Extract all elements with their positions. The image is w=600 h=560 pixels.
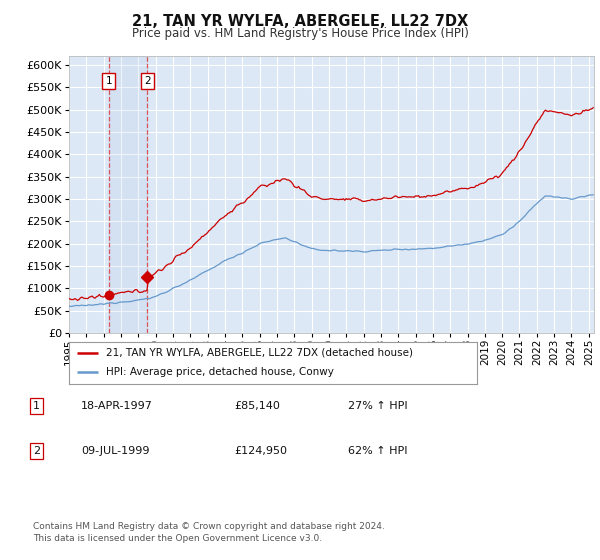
Text: 18-APR-1997: 18-APR-1997 <box>81 401 153 411</box>
Text: £85,140: £85,140 <box>234 401 280 411</box>
Text: Price paid vs. HM Land Registry's House Price Index (HPI): Price paid vs. HM Land Registry's House … <box>131 27 469 40</box>
Text: HPI: Average price, detached house, Conwy: HPI: Average price, detached house, Conw… <box>106 367 334 377</box>
Text: 2: 2 <box>144 76 151 86</box>
Text: 09-JUL-1999: 09-JUL-1999 <box>81 446 149 456</box>
Text: 27% ↑ HPI: 27% ↑ HPI <box>348 401 407 411</box>
Text: Contains HM Land Registry data © Crown copyright and database right 2024.
This d: Contains HM Land Registry data © Crown c… <box>33 522 385 543</box>
Text: 1: 1 <box>33 401 40 411</box>
Bar <box>109 56 148 333</box>
Text: 21, TAN YR WYLFA, ABERGELE, LL22 7DX: 21, TAN YR WYLFA, ABERGELE, LL22 7DX <box>132 14 468 29</box>
Text: 2: 2 <box>33 446 40 456</box>
Text: 62% ↑ HPI: 62% ↑ HPI <box>348 446 407 456</box>
Text: £124,950: £124,950 <box>234 446 287 456</box>
Text: 1: 1 <box>106 76 112 86</box>
Text: 21, TAN YR WYLFA, ABERGELE, LL22 7DX (detached house): 21, TAN YR WYLFA, ABERGELE, LL22 7DX (de… <box>106 348 413 358</box>
